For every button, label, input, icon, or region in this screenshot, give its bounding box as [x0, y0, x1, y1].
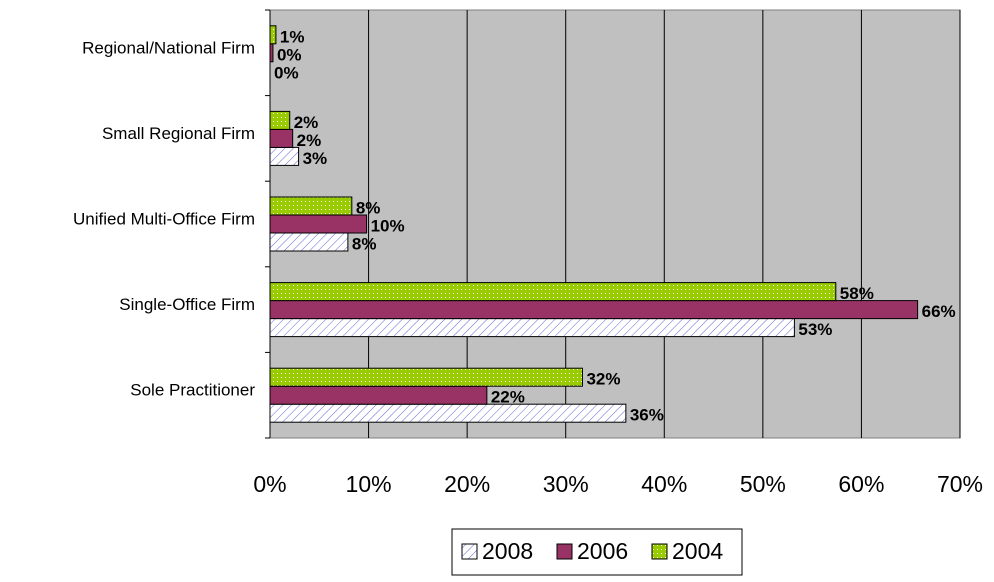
- value-label: 53%: [798, 320, 832, 339]
- plot-area: [269, 9, 961, 439]
- bar: [269, 318, 795, 338]
- bar: [269, 214, 368, 234]
- bar: [269, 232, 349, 252]
- x-tick-label: 50%: [740, 471, 786, 497]
- bar: [269, 128, 294, 148]
- value-label: 10%: [371, 216, 405, 235]
- value-label: 0%: [277, 45, 302, 64]
- x-tick-label: 40%: [641, 471, 687, 497]
- x-tick-label: 60%: [838, 471, 884, 497]
- legend-box: [451, 528, 743, 576]
- bar: [269, 403, 627, 423]
- legend-swatch: [651, 543, 668, 560]
- value-label: 3%: [303, 149, 328, 168]
- value-label: 36%: [630, 406, 664, 425]
- legend-label: 2008: [482, 538, 533, 564]
- value-label: 2%: [294, 113, 319, 132]
- x-tick-label: 0%: [253, 471, 286, 497]
- legend-swatch: [461, 543, 478, 560]
- bar: [269, 196, 353, 216]
- value-label: 22%: [491, 388, 525, 407]
- value-label: 32%: [586, 370, 620, 389]
- legend-label: 2006: [577, 538, 628, 564]
- bar: [269, 300, 919, 320]
- bar: [269, 110, 291, 130]
- value-label: 2%: [297, 131, 322, 150]
- value-label: 8%: [352, 234, 377, 253]
- x-tick-label: 70%: [937, 471, 983, 497]
- bar: [269, 25, 277, 45]
- legend-swatch: [556, 543, 573, 560]
- value-label: 1%: [280, 27, 305, 46]
- x-tick-label: 20%: [444, 471, 490, 497]
- y-tick-label: Sole Practitioner: [130, 381, 255, 400]
- y-tick-label: Unified Multi-Office Firm: [73, 209, 255, 228]
- x-tick-label: 10%: [346, 471, 392, 497]
- legend-label: 2004: [672, 538, 723, 564]
- value-label: 8%: [356, 198, 381, 217]
- y-tick-label: Small Regional Firm: [102, 124, 255, 143]
- y-tick-label: Single-Office Firm: [119, 295, 255, 314]
- y-tick-label: Regional/National Firm: [82, 38, 255, 57]
- value-label: 0%: [274, 63, 299, 82]
- bar: [269, 282, 837, 302]
- x-tick-label: 30%: [543, 471, 589, 497]
- bar: [269, 385, 488, 405]
- bar: [269, 367, 583, 387]
- bar: [269, 43, 274, 63]
- value-label: 58%: [840, 284, 874, 303]
- value-label: 66%: [922, 302, 956, 321]
- bar: [269, 146, 300, 166]
